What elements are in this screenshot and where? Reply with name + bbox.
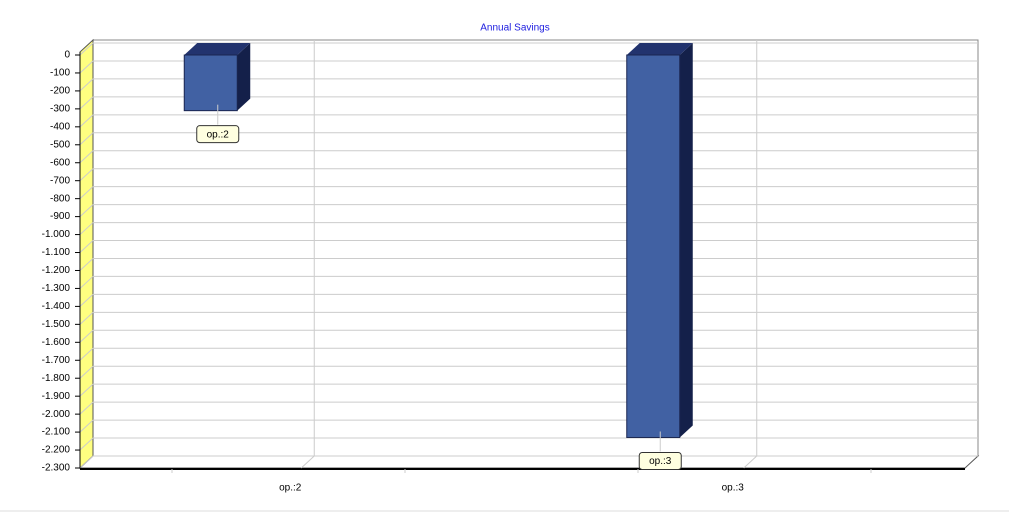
y-tick-label: -100 [50,68,70,79]
mark-label: op.:3 [649,456,672,467]
grid-line [79,222,94,235]
grid-line [79,419,94,433]
grid-line [79,383,94,397]
floor [78,455,980,469]
y-tick-label: -300 [50,104,70,115]
y-tick-label: -800 [50,193,70,204]
y-tick-label: -1.800 [42,373,71,384]
y-tick-label: -600 [50,157,70,168]
grid-line [79,114,94,128]
grid-line [79,78,94,92]
y-tick-label: -1.700 [42,355,71,366]
grid-line-vertical [300,455,315,469]
bar-side [679,43,693,438]
y-tick-label: -700 [50,175,70,186]
y-tick-label: -1.900 [42,391,71,402]
grid-line [79,294,94,307]
y-tick-label: -2.100 [42,427,71,438]
y-tick-label: -1.000 [42,229,71,240]
y-tick-label: -400 [50,121,70,132]
y-tick-label: -200 [50,86,70,97]
grid-line [79,150,94,164]
chart-title: Annual Savings [480,23,550,34]
mark-label: op.:2 [207,129,230,140]
bar-top [626,43,693,55]
grid-line [79,401,94,415]
back-wall [92,39,979,457]
grid-line [79,96,94,110]
y-tick-label: -900 [50,211,70,222]
grid-line [79,168,94,182]
grid-line [79,42,94,56]
y-tick-label: -2.200 [42,445,71,456]
y-tick-label: -1.300 [42,283,71,294]
grid-line [79,132,94,146]
grid-line [79,347,94,361]
y-tick-label: -1.600 [42,337,71,348]
y-tick-label: 0 [64,50,70,61]
grid-line [79,365,94,379]
y-tick-label: -1.200 [42,265,71,276]
grid-line-vertical [743,455,758,469]
grid-line [79,311,94,325]
grid-line [79,60,94,74]
y-tick-label: -1.500 [42,319,71,330]
grid-line [79,240,94,253]
grid-line [79,329,94,343]
grid-line [79,455,94,469]
grid-line [79,258,94,271]
bar-top [184,43,251,55]
y-tick-label: -500 [50,139,70,150]
grid-line [79,437,94,451]
x-tick-label: op.:2 [279,483,302,494]
y-tick-label: -2.300 [42,463,71,474]
grid-line [79,276,94,289]
grid-line [79,204,94,217]
y-tick-label: -1.400 [42,301,71,312]
y-tick-label: -2.000 [42,409,71,420]
bar-side [237,43,251,111]
grid-line [79,186,94,200]
y-tick-label: -1.100 [42,247,71,258]
bar [183,54,238,112]
mark-label-box [638,451,682,470]
bar [626,54,681,438]
x-tick-label: op.:3 [722,483,745,494]
mark-label-box [196,125,240,144]
